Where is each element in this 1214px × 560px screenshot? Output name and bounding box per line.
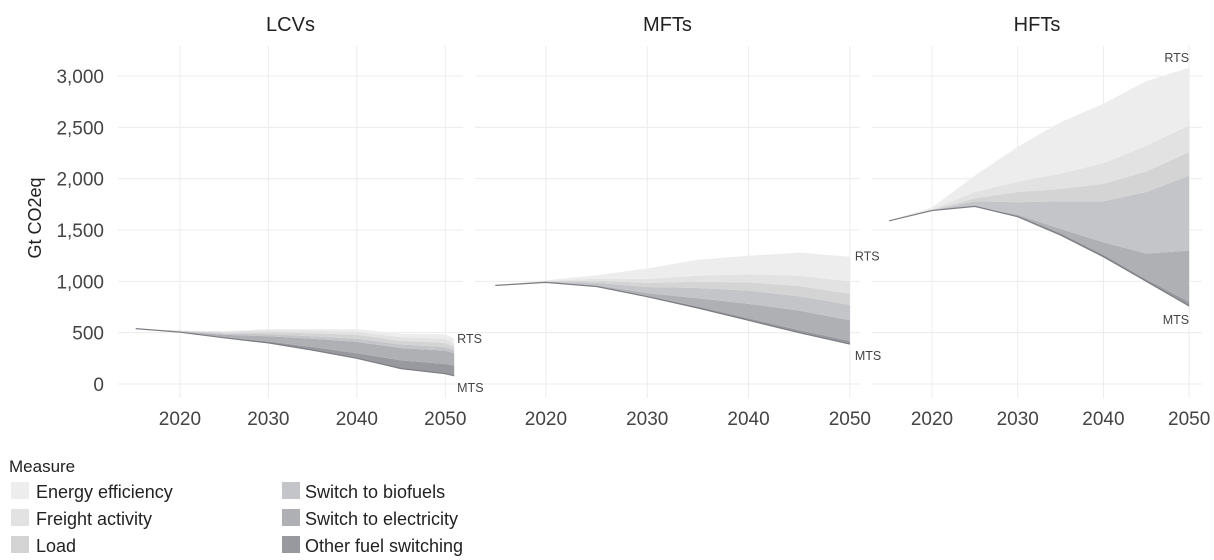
legend-swatch xyxy=(282,482,300,499)
legend-label: Switch to electricity xyxy=(305,509,458,529)
x-tick-label: 2030 xyxy=(997,409,1039,430)
x-tick-label: 2020 xyxy=(159,409,201,430)
x-tick-label: 2050 xyxy=(1168,409,1210,430)
area-band-switch-to-electricity xyxy=(495,282,850,341)
legend-label: Switch to biofuels xyxy=(305,482,445,502)
area-band-load xyxy=(135,328,455,351)
area-band-energy-efficiency xyxy=(135,328,455,344)
legend-label: Load xyxy=(36,536,76,556)
legend-label: Freight activity xyxy=(36,509,152,529)
x-tick-label: 2020 xyxy=(911,409,953,430)
rts-label: RTS xyxy=(457,332,482,346)
facet-title: LCVs xyxy=(266,14,315,36)
x-tick-label: 2020 xyxy=(525,409,567,430)
x-tick-label: 2040 xyxy=(1082,409,1124,430)
x-tick-label: 2040 xyxy=(727,409,769,430)
legend-swatch xyxy=(282,509,300,526)
y-axis-label: Gt CO2eq xyxy=(25,177,45,258)
x-tick-label: 2040 xyxy=(336,409,378,430)
legend-swatch xyxy=(11,509,29,526)
legend-title: Measure xyxy=(9,457,75,476)
mts-label: MTS xyxy=(457,381,483,395)
legend: Energy efficiency Freight activity Load Swi… xyxy=(11,482,463,556)
area-band-energy-efficiency xyxy=(889,67,1190,221)
x-tick-label: 2030 xyxy=(247,409,289,430)
area-band-energy-efficiency xyxy=(495,252,850,286)
area-band-load xyxy=(495,280,850,305)
rts-label: RTS xyxy=(1164,51,1189,65)
area-band-switch-to-electricity xyxy=(135,328,455,366)
facet-title: MFTs xyxy=(643,14,692,36)
legend-swatch xyxy=(282,536,300,553)
area-band-load xyxy=(889,152,1190,221)
y-tick-label: 1,000 xyxy=(56,272,104,293)
area-layer xyxy=(135,67,1190,377)
mts-line xyxy=(888,205,1190,307)
area-band-freight-activity xyxy=(135,328,455,347)
y-tick-label: 500 xyxy=(72,324,104,345)
mts-line xyxy=(495,281,851,345)
area-band-switch-to-biofuels xyxy=(495,281,850,321)
area-band-freight-activity xyxy=(889,125,1190,221)
legend-swatch xyxy=(11,536,29,553)
mts-line xyxy=(135,328,455,377)
area-band-switch-to-biofuels xyxy=(889,175,1190,254)
x-tick-label: 2050 xyxy=(829,409,871,430)
y-tick-label: 2,500 xyxy=(56,118,104,139)
text-layer: Gt CO2eq Measure LCVs 2020 2030 2040 2050 RTS… xyxy=(9,14,1210,476)
y-tick-label: 2,000 xyxy=(56,170,104,191)
y-tick-label: 3,000 xyxy=(56,67,104,88)
mts-label: MTS xyxy=(1163,313,1189,327)
facet-title: HFTs xyxy=(1014,14,1061,36)
mts-label: MTS xyxy=(855,349,881,363)
legend-label: Energy efficiency xyxy=(36,482,173,502)
legend-swatch xyxy=(11,482,29,499)
legend-label: Other fuel switching xyxy=(305,536,463,556)
area-band-switch-to-electricity xyxy=(889,206,1190,302)
y-tick-label: 1,500 xyxy=(56,221,104,242)
y-tick-label: 0 xyxy=(93,375,104,396)
rts-label: RTS xyxy=(855,250,880,264)
x-tick-label: 2050 xyxy=(424,409,466,430)
area-band-freight-activity xyxy=(495,274,850,294)
x-tick-label: 2030 xyxy=(626,409,668,430)
